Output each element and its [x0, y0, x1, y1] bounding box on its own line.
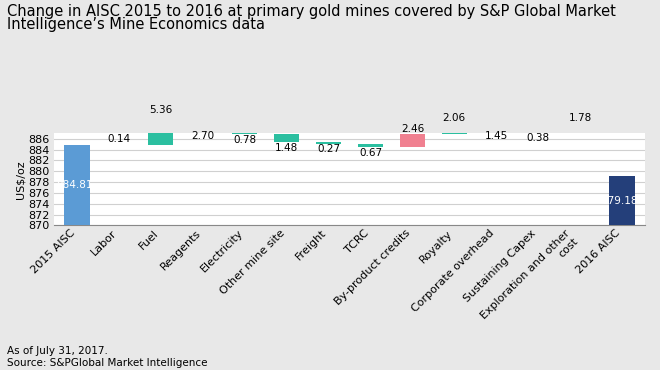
Bar [442, 123, 467, 134]
Text: 884.81: 884.81 [57, 180, 93, 190]
Text: 2.06: 2.06 [443, 112, 466, 122]
Text: 1.48: 1.48 [275, 143, 298, 153]
Bar [525, 131, 550, 133]
Text: Change in AISC 2015 to 2016 at primary gold mines covered by S&P Global Market: Change in AISC 2015 to 2016 at primary g… [7, 4, 616, 19]
Bar [568, 123, 593, 133]
Bar [274, 134, 299, 142]
Bar [316, 142, 341, 144]
Bar [609, 176, 634, 225]
Text: 0.78: 0.78 [233, 135, 256, 145]
Text: 0.67: 0.67 [359, 148, 382, 158]
Bar [358, 144, 383, 147]
Bar [190, 115, 215, 130]
Text: 2.46: 2.46 [401, 124, 424, 134]
Text: Intelligence’s Mine Economics data: Intelligence’s Mine Economics data [7, 17, 265, 32]
Bar [484, 123, 509, 131]
Bar [148, 115, 174, 145]
Text: 5.36: 5.36 [149, 105, 172, 115]
Y-axis label: US$/oz: US$/oz [15, 160, 25, 199]
Bar [232, 130, 257, 134]
Text: 2.70: 2.70 [191, 131, 214, 141]
Bar [400, 134, 425, 147]
Text: As of July 31, 2017.: As of July 31, 2017. [7, 346, 108, 356]
Text: 1.78: 1.78 [568, 113, 591, 123]
Text: 879.18: 879.18 [602, 195, 638, 205]
Text: 0.27: 0.27 [317, 144, 340, 154]
Text: Source: S&PGlobal Market Intelligence: Source: S&PGlobal Market Intelligence [7, 358, 207, 368]
Text: 0.38: 0.38 [527, 133, 550, 143]
Text: 1.45: 1.45 [484, 131, 508, 141]
Text: 0.14: 0.14 [108, 134, 131, 144]
Bar [65, 145, 90, 225]
